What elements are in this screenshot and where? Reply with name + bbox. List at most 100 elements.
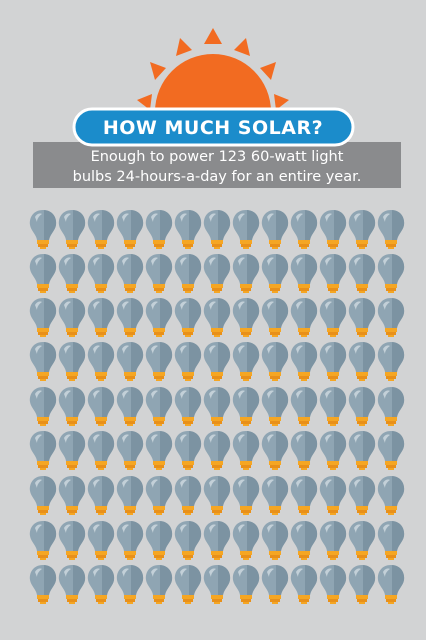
light-bulb	[319, 387, 347, 426]
light-bulb	[174, 565, 202, 604]
light-bulb	[232, 565, 260, 604]
light-bulb	[232, 431, 260, 470]
light-bulb	[174, 431, 202, 470]
light-bulb	[290, 521, 318, 560]
light-bulb	[87, 387, 115, 426]
light-bulb	[261, 298, 289, 337]
light-bulb	[232, 476, 260, 515]
light-bulb	[203, 431, 231, 470]
light-bulb	[319, 431, 347, 470]
title: HOW MUCH SOLAR?	[103, 117, 323, 139]
light-bulb	[232, 254, 260, 293]
light-bulb	[290, 254, 318, 293]
light-bulb	[29, 298, 57, 337]
description-line: bulbs 24-hours-a-day for an entire year.	[73, 169, 362, 185]
light-bulb	[348, 387, 376, 426]
description-line: Enough to power 123 60-watt light	[91, 149, 344, 165]
light-bulb	[203, 210, 231, 249]
light-bulb	[203, 387, 231, 426]
light-bulb	[232, 521, 260, 560]
light-bulb	[116, 521, 144, 560]
light-bulb	[87, 254, 115, 293]
light-bulb	[29, 342, 57, 381]
light-bulb	[290, 298, 318, 337]
light-bulb	[58, 431, 86, 470]
light-bulb	[174, 254, 202, 293]
light-bulb	[290, 565, 318, 604]
light-bulb	[116, 387, 144, 426]
light-bulb	[58, 521, 86, 560]
light-bulb	[87, 476, 115, 515]
light-bulb	[58, 565, 86, 604]
light-bulb	[29, 476, 57, 515]
light-bulb	[377, 431, 405, 470]
light-bulb	[87, 298, 115, 337]
light-bulb	[203, 521, 231, 560]
light-bulb	[261, 476, 289, 515]
light-bulb	[116, 254, 144, 293]
light-bulb	[348, 342, 376, 381]
title-banner	[72, 107, 355, 147]
light-bulb	[261, 254, 289, 293]
light-bulb	[232, 210, 260, 249]
light-bulb	[377, 342, 405, 381]
light-bulb	[174, 387, 202, 426]
light-bulb	[319, 476, 347, 515]
light-bulb	[174, 210, 202, 249]
light-bulb	[116, 342, 144, 381]
light-bulb	[145, 298, 173, 337]
light-bulb	[377, 521, 405, 560]
light-bulb	[377, 254, 405, 293]
light-bulb	[203, 298, 231, 337]
light-bulb	[232, 342, 260, 381]
light-bulb	[377, 387, 405, 426]
description-box	[33, 142, 401, 188]
light-bulb	[348, 476, 376, 515]
light-bulb	[87, 342, 115, 381]
light-bulb	[174, 476, 202, 515]
light-bulb	[116, 565, 144, 604]
light-bulb	[261, 342, 289, 381]
light-bulb	[290, 342, 318, 381]
light-bulb	[174, 342, 202, 381]
light-bulb	[58, 387, 86, 426]
light-bulb	[261, 565, 289, 604]
light-bulb	[116, 476, 144, 515]
light-bulb	[319, 342, 347, 381]
light-bulb	[290, 476, 318, 515]
light-bulb	[319, 210, 347, 249]
light-bulb	[290, 210, 318, 249]
light-bulb	[87, 521, 115, 560]
light-bulb	[116, 298, 144, 337]
light-bulb	[29, 565, 57, 604]
light-bulb	[29, 521, 57, 560]
light-bulb	[58, 342, 86, 381]
light-bulb	[203, 476, 231, 515]
light-bulb	[348, 521, 376, 560]
light-bulb	[377, 565, 405, 604]
light-bulb	[348, 565, 376, 604]
light-bulb	[348, 298, 376, 337]
light-bulb	[58, 298, 86, 337]
light-bulb	[174, 298, 202, 337]
light-bulb	[145, 521, 173, 560]
light-bulb	[145, 431, 173, 470]
light-bulb	[319, 521, 347, 560]
light-bulb	[261, 521, 289, 560]
light-bulb	[348, 210, 376, 249]
light-bulb	[203, 565, 231, 604]
light-bulb	[87, 210, 115, 249]
light-bulb	[203, 342, 231, 381]
light-bulb	[319, 254, 347, 293]
light-bulb	[29, 210, 57, 249]
light-bulb	[116, 210, 144, 249]
light-bulb	[29, 254, 57, 293]
light-bulb	[348, 431, 376, 470]
light-bulb	[261, 431, 289, 470]
light-bulb	[232, 298, 260, 337]
light-bulb	[29, 387, 57, 426]
light-bulb	[319, 298, 347, 337]
light-bulb	[348, 254, 376, 293]
light-bulb	[58, 254, 86, 293]
